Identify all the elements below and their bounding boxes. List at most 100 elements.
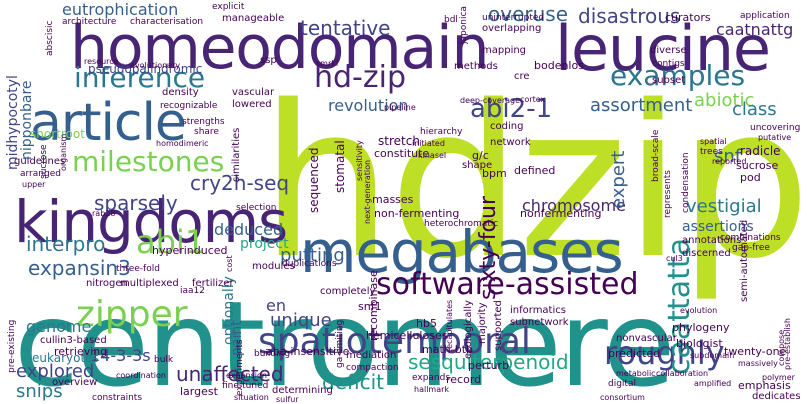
cloud-word: expert — [608, 150, 629, 209]
cloud-word: pseudopalindromic — [88, 62, 203, 76]
cloud-word: mapping — [482, 45, 527, 56]
cloud-word: nonvascular — [616, 333, 677, 344]
cloud-word: masses — [372, 193, 414, 206]
cloud-word: digital — [608, 379, 636, 389]
cloud-word: polymer — [762, 373, 795, 382]
cloud-word: contigs — [652, 59, 685, 69]
cloud-word: explored — [16, 361, 95, 382]
cloud-word: manageable — [222, 13, 285, 24]
cloud-word: eukaryotes — [32, 351, 99, 365]
cloud-word: defined — [514, 164, 556, 177]
cloud-word: sparsely — [94, 191, 178, 215]
cloud-word: twenty-one — [724, 345, 787, 358]
cloud-word: inference — [74, 61, 206, 94]
cloud-word: nonfermenting — [520, 207, 602, 220]
cloud-word: bodenlos — [534, 59, 584, 72]
cloud-word: nitrogen — [86, 278, 128, 289]
cloud-word: genome — [26, 317, 92, 336]
cloud-word: coordination — [116, 371, 166, 380]
cloud-word: nipponbare — [19, 80, 35, 160]
cloud-word: shortroot — [30, 127, 85, 141]
cloud-word: expansion — [226, 371, 267, 380]
cloud-word: reported — [712, 157, 747, 166]
cloud-word: vascular — [232, 87, 275, 98]
cloud-word: bdl — [444, 15, 458, 25]
cloud-word: constitute — [374, 147, 430, 160]
cloud-word: g/c — [472, 149, 489, 162]
cloud-word: pre-existing — [7, 319, 17, 373]
cloud-word: massively — [738, 359, 778, 368]
cloud-word: constraints — [92, 393, 143, 403]
cloud-word: modules — [252, 261, 295, 272]
cloud-word: sesquiterpenoid — [408, 350, 569, 374]
cloud-word: software-assisted — [376, 267, 639, 302]
cloud-word: diverse — [650, 45, 687, 56]
cloud-word: centromere — [14, 275, 675, 404]
cloud-word: determining — [272, 385, 333, 396]
cloud-word: supported — [493, 300, 504, 351]
cloud-word: assortment — [590, 95, 693, 116]
cloud-word: trees — [700, 147, 723, 157]
cloud-word: article — [30, 93, 187, 153]
cloud-word: explicit — [212, 2, 245, 12]
cloud-word: shape — [462, 160, 493, 171]
cloud-word: upper — [22, 180, 46, 189]
cloud-word: sulfur — [276, 395, 299, 404]
cloud-word: sucrose — [39, 144, 49, 179]
cloud-word: pod — [740, 171, 761, 184]
cloud-word: represents — [663, 170, 673, 218]
cloud-word: 14-3-3s — [90, 346, 151, 365]
cloud-word: heterochromatic — [424, 219, 499, 229]
cloud-word: japonica — [459, 6, 469, 44]
cloud-word: cry2h-seq — [190, 171, 290, 195]
cloud-word: zipper — [76, 294, 188, 335]
cloud-word: snips — [16, 381, 63, 402]
cloud-word: megabases — [300, 218, 624, 286]
cloud-word: uncovering — [750, 123, 801, 133]
cloud-word: examples — [610, 59, 746, 92]
cloud-word: hyperinduced — [152, 244, 228, 257]
cloud-word: snf1 — [358, 300, 382, 313]
cloud-word: non-fermenting — [374, 207, 460, 220]
cloud-word: subdomain — [690, 351, 735, 360]
cloud-word: emphasis — [738, 379, 791, 392]
cloud-word: perturb — [468, 359, 510, 372]
cloud-word: ga-limiting — [335, 319, 345, 368]
cloud-word: biologist — [676, 337, 723, 350]
cloud-word: collaboration — [656, 369, 709, 378]
cloud-word: iaa12 — [180, 286, 205, 296]
cloud-word: deep-coverage — [460, 96, 521, 105]
cloud-word: metabolic — [616, 369, 656, 378]
cloud-word: spatial — [700, 137, 727, 146]
cloud-word: initiated — [412, 139, 445, 148]
cloud-word: resource — [84, 57, 119, 66]
cloud-word: fertilizer — [192, 278, 234, 289]
cloud-word: recapitulates — [445, 299, 454, 352]
cloud-word: strengths — [182, 117, 225, 127]
cloud-word: subset — [652, 75, 686, 86]
cloud-word: informatics — [510, 305, 566, 316]
cloud-word: guidelines — [14, 156, 66, 167]
cloud-word: duplications — [282, 259, 337, 269]
cloud-word: deduced — [214, 220, 284, 239]
cloud-word: selection — [236, 203, 277, 213]
cloud-word: hd-zip — [314, 60, 407, 95]
cloud-word: ecologically — [463, 300, 474, 359]
cloud-word: three-fold — [116, 264, 160, 274]
cloud-word: compose — [777, 329, 786, 366]
cloud-word: roughly — [604, 334, 725, 372]
cloud-word: rab18 — [92, 209, 116, 218]
cloud-word: broad-scale — [651, 129, 661, 182]
cloud-word: next-generation — [363, 159, 372, 224]
cloud-word: abi2-1 — [470, 94, 553, 124]
cloud-word: discerned — [682, 248, 731, 259]
cloud-word: ssp — [260, 55, 277, 66]
cloud-word: unaffected — [176, 362, 284, 386]
cloud-word: project — [240, 236, 289, 252]
cloud-word: class — [732, 99, 777, 120]
cloud-word: cul3 — [666, 254, 683, 263]
cloud-word: characterisation — [130, 17, 204, 27]
cloud-word: smrkl — [316, 59, 339, 68]
cloud-word: sucrose — [736, 159, 779, 172]
cloud-word: hb5 — [416, 317, 437, 330]
